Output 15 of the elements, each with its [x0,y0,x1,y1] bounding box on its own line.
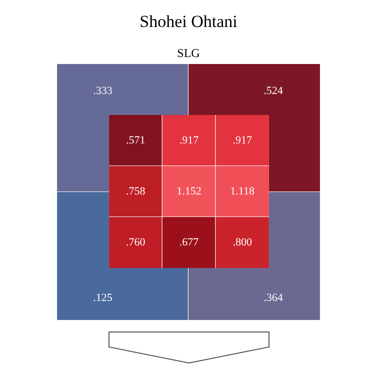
data-label: .677 [179,236,200,248]
data-label: .571 [126,134,146,146]
data-label: .125 [93,292,113,304]
data-label: .917 [232,134,252,146]
data-label: .917 [179,134,200,146]
data-label: .364 [264,292,284,304]
chart-subtitle: SLG [177,46,200,60]
data-label: .760 [126,236,146,248]
data-label: 1.118 [230,186,256,198]
data-label: .800 [232,236,252,248]
chart-title: Shohei Ohtani [140,12,238,31]
data-label: .758 [126,186,146,198]
data-label: .524 [264,85,284,97]
data-label: 1.152 [176,186,202,198]
data-label: .333 [93,85,113,97]
